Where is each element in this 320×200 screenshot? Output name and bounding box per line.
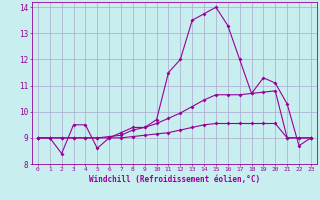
X-axis label: Windchill (Refroidissement éolien,°C): Windchill (Refroidissement éolien,°C) — [89, 175, 260, 184]
